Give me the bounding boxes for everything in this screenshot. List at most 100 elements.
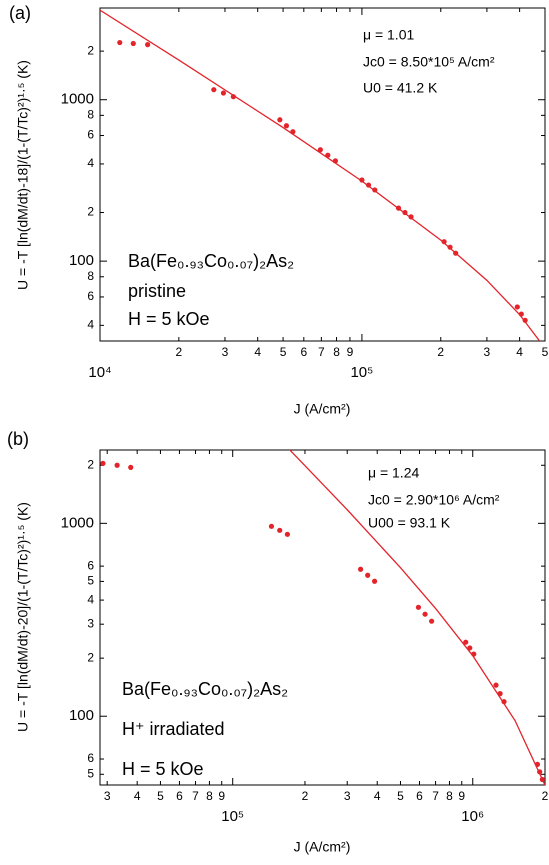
data-point xyxy=(211,87,217,93)
x-tick-label: 8 xyxy=(206,789,213,803)
annotation: H = 5 kOe xyxy=(122,759,204,779)
x-tick-label: 10⁶ xyxy=(461,808,484,825)
x-tick-label: 10⁵ xyxy=(350,364,373,381)
annotation: μ = 1.01 xyxy=(363,27,414,43)
annotation: Ba(Fe₀.₉₃Co₀.₀₇)₂As₂ xyxy=(122,679,288,699)
data-point xyxy=(230,94,236,100)
data-point xyxy=(100,460,106,466)
x-tick-label: 7 xyxy=(192,789,199,803)
data-point xyxy=(429,618,435,624)
data-point xyxy=(277,527,283,533)
panel-label: (a) xyxy=(9,3,31,23)
data-point xyxy=(128,464,134,470)
annotation: Ba(Fe₀.₉₃Co₀.₀₇)₂As₂ xyxy=(128,251,294,271)
y-tick-label: 6 xyxy=(87,751,94,765)
x-tick-label: 6 xyxy=(176,789,183,803)
x-tick-label: 10⁴ xyxy=(88,364,111,381)
data-point xyxy=(317,147,323,153)
x-tick-label: 5 xyxy=(157,789,164,803)
x-tick-label: 9 xyxy=(458,789,465,803)
y-tick-label: 8 xyxy=(87,269,94,283)
x-tick-label: 2 xyxy=(176,345,183,359)
plot-frame xyxy=(99,7,546,342)
x-tick-label: 4 xyxy=(516,345,523,359)
y-tick-label: 2 xyxy=(87,457,94,471)
data-point xyxy=(522,317,528,323)
x-tick-label: 4 xyxy=(374,789,381,803)
y-tick-label: 5 xyxy=(87,574,94,588)
data-point xyxy=(357,566,364,572)
x-tick-label: 5 xyxy=(280,345,287,359)
data-point xyxy=(441,239,447,245)
annotation: H⁺ irradiated xyxy=(122,719,225,739)
x-tick-label: 7 xyxy=(432,789,439,803)
data-point xyxy=(114,462,120,468)
fit-line xyxy=(100,9,541,341)
annotation: μ = 1.24 xyxy=(368,465,419,481)
y-tick-label: 4 xyxy=(87,318,94,332)
x-tick-label: 8 xyxy=(333,345,340,359)
annotation: pristine xyxy=(128,281,186,301)
data-point xyxy=(130,40,136,47)
data-point xyxy=(283,123,290,129)
y-tick-label: 6 xyxy=(87,289,94,303)
x-tick-label: 6 xyxy=(300,345,307,359)
x-tick-label: 2 xyxy=(302,789,309,803)
data-point xyxy=(415,604,422,610)
data-point xyxy=(467,645,473,651)
x-tick-label: 4 xyxy=(254,345,261,359)
fit-line xyxy=(288,450,545,785)
data-point xyxy=(422,611,428,617)
y-tick-label: 2 xyxy=(87,43,94,57)
x-tick-label: 10⁵ xyxy=(221,808,244,825)
x-tick-label: 8 xyxy=(446,789,453,803)
data-point xyxy=(145,42,151,48)
y-tick-label: 1000 xyxy=(61,91,94,108)
y-tick-label: 6 xyxy=(87,558,94,572)
data-point xyxy=(220,90,227,96)
y-tick-label: 5 xyxy=(87,766,94,780)
x-tick-label: 3 xyxy=(222,345,229,359)
x-axis-label: J (A/cm²) xyxy=(294,401,351,417)
panel-label: (b) xyxy=(7,429,29,449)
x-tick-label: 9 xyxy=(347,345,354,359)
data-point xyxy=(514,304,520,310)
data-point xyxy=(371,578,378,584)
y-tick-label: 2 xyxy=(87,205,94,219)
y-tick-label: 1000 xyxy=(61,514,94,531)
x-tick-label: 9 xyxy=(218,789,225,803)
y-tick-label: 3 xyxy=(87,616,94,630)
y-tick-label: 4 xyxy=(87,592,94,606)
x-tick-label: 3 xyxy=(484,345,491,359)
data-point xyxy=(284,531,291,537)
y-axis-label: U = -T [ln(dM/dt)-20]/(1-(T/Tc)²)¹·⁵ (K) xyxy=(15,502,31,732)
annotation: Jc0 = 2.90*10⁶ A/cm² xyxy=(368,492,500,508)
y-tick-label: 100 xyxy=(69,252,94,269)
plot-frame xyxy=(99,449,546,786)
x-tick-label: 2 xyxy=(542,789,549,803)
y-tick-label: 4 xyxy=(87,156,94,170)
data-point xyxy=(268,523,275,529)
annotation: Jc0 = 8.50*10⁵ A/cm² xyxy=(363,54,495,70)
x-axis-label: J (A/cm²) xyxy=(294,839,351,855)
x-tick-label: 5 xyxy=(542,345,549,359)
data-point xyxy=(365,572,371,578)
data-point xyxy=(493,682,499,688)
data-point xyxy=(463,639,469,645)
y-tick-label: 6 xyxy=(87,128,94,142)
x-tick-label: 2 xyxy=(437,345,444,359)
x-tick-label: 3 xyxy=(344,789,351,803)
y-tick-label: 2 xyxy=(87,650,94,664)
data-point xyxy=(277,117,283,123)
y-axis-label: U = -T [ln(dM/dt)-18]/(1-(T/Tc)²)¹·⁵ (K) xyxy=(15,60,31,290)
data-point xyxy=(117,39,123,46)
annotation: U0 = 41.2 K xyxy=(363,80,438,96)
annotation: U00 = 93.1 K xyxy=(368,515,451,531)
x-tick-label: 5 xyxy=(397,789,404,803)
y-tick-label: 8 xyxy=(87,108,94,122)
x-tick-label: 6 xyxy=(416,789,423,803)
x-tick-label: 3 xyxy=(104,789,111,803)
